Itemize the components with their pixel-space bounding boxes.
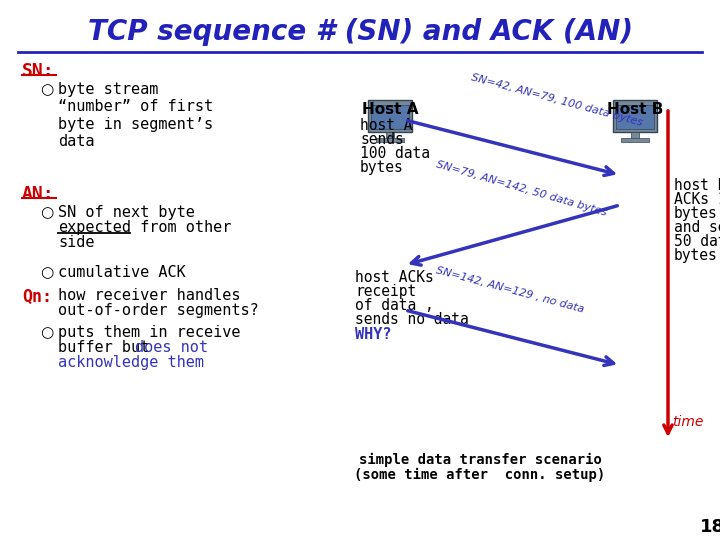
FancyBboxPatch shape: [376, 138, 404, 142]
Text: ○: ○: [40, 265, 53, 280]
Text: sends: sends: [360, 132, 404, 147]
Text: 100 data: 100 data: [360, 146, 430, 161]
Text: does not: does not: [135, 340, 208, 355]
Text: AN:: AN:: [22, 185, 55, 203]
Text: bytes: bytes: [674, 206, 718, 221]
FancyBboxPatch shape: [631, 132, 639, 140]
FancyBboxPatch shape: [368, 100, 412, 132]
Text: receipt: receipt: [355, 284, 416, 299]
Text: Qn:: Qn:: [22, 288, 52, 306]
FancyBboxPatch shape: [386, 132, 394, 140]
FancyBboxPatch shape: [616, 105, 654, 129]
Text: side: side: [58, 235, 94, 250]
Text: how receiver handles: how receiver handles: [58, 288, 240, 303]
Text: ○: ○: [40, 325, 53, 340]
Text: sends no data: sends no data: [355, 312, 469, 327]
Text: buffer but: buffer but: [58, 340, 158, 355]
FancyBboxPatch shape: [621, 138, 649, 142]
Text: of data ,: of data ,: [355, 298, 433, 313]
Text: simple data transfer scenario: simple data transfer scenario: [359, 453, 601, 467]
Text: acknowledge them: acknowledge them: [58, 355, 204, 370]
Text: host B: host B: [674, 178, 720, 193]
Text: host A: host A: [360, 118, 413, 133]
FancyBboxPatch shape: [371, 105, 409, 129]
Text: ○: ○: [40, 205, 53, 220]
Text: from other: from other: [131, 220, 231, 235]
Text: out-of-order segments?: out-of-order segments?: [58, 303, 258, 318]
Text: bytes: bytes: [674, 248, 718, 263]
Text: 18: 18: [700, 518, 720, 536]
Text: (some time after  conn. setup): (some time after conn. setup): [354, 468, 606, 482]
Text: byte stream
“number” of first
byte in segment’s
data: byte stream “number” of first byte in se…: [58, 82, 213, 149]
Text: time: time: [672, 415, 703, 429]
Text: SN:: SN:: [22, 62, 55, 80]
Text: puts them in receive: puts them in receive: [58, 325, 240, 340]
Text: bytes: bytes: [360, 160, 404, 175]
Text: SN=42, AN=79, 100 data bytes: SN=42, AN=79, 100 data bytes: [470, 72, 644, 128]
Text: Host B: Host B: [607, 102, 663, 117]
Text: ○: ○: [40, 82, 53, 97]
Text: host ACKs: host ACKs: [355, 270, 433, 285]
Text: and sends: and sends: [674, 220, 720, 235]
Text: ACKs 100: ACKs 100: [674, 192, 720, 207]
Text: WHY?: WHY?: [355, 327, 392, 342]
Text: SN of next byte: SN of next byte: [58, 205, 195, 220]
Text: SN=79, AN=142, 50 data bytes: SN=79, AN=142, 50 data bytes: [435, 159, 608, 218]
Text: TCP sequence # (SN) and ACK (AN): TCP sequence # (SN) and ACK (AN): [88, 18, 632, 46]
Text: SN=142, AN=129 , no data: SN=142, AN=129 , no data: [435, 266, 585, 315]
Text: cumulative ACK: cumulative ACK: [58, 265, 186, 280]
Text: expected: expected: [58, 220, 131, 235]
Text: Host A: Host A: [361, 102, 418, 117]
FancyBboxPatch shape: [613, 100, 657, 132]
Text: 50 data: 50 data: [674, 234, 720, 249]
